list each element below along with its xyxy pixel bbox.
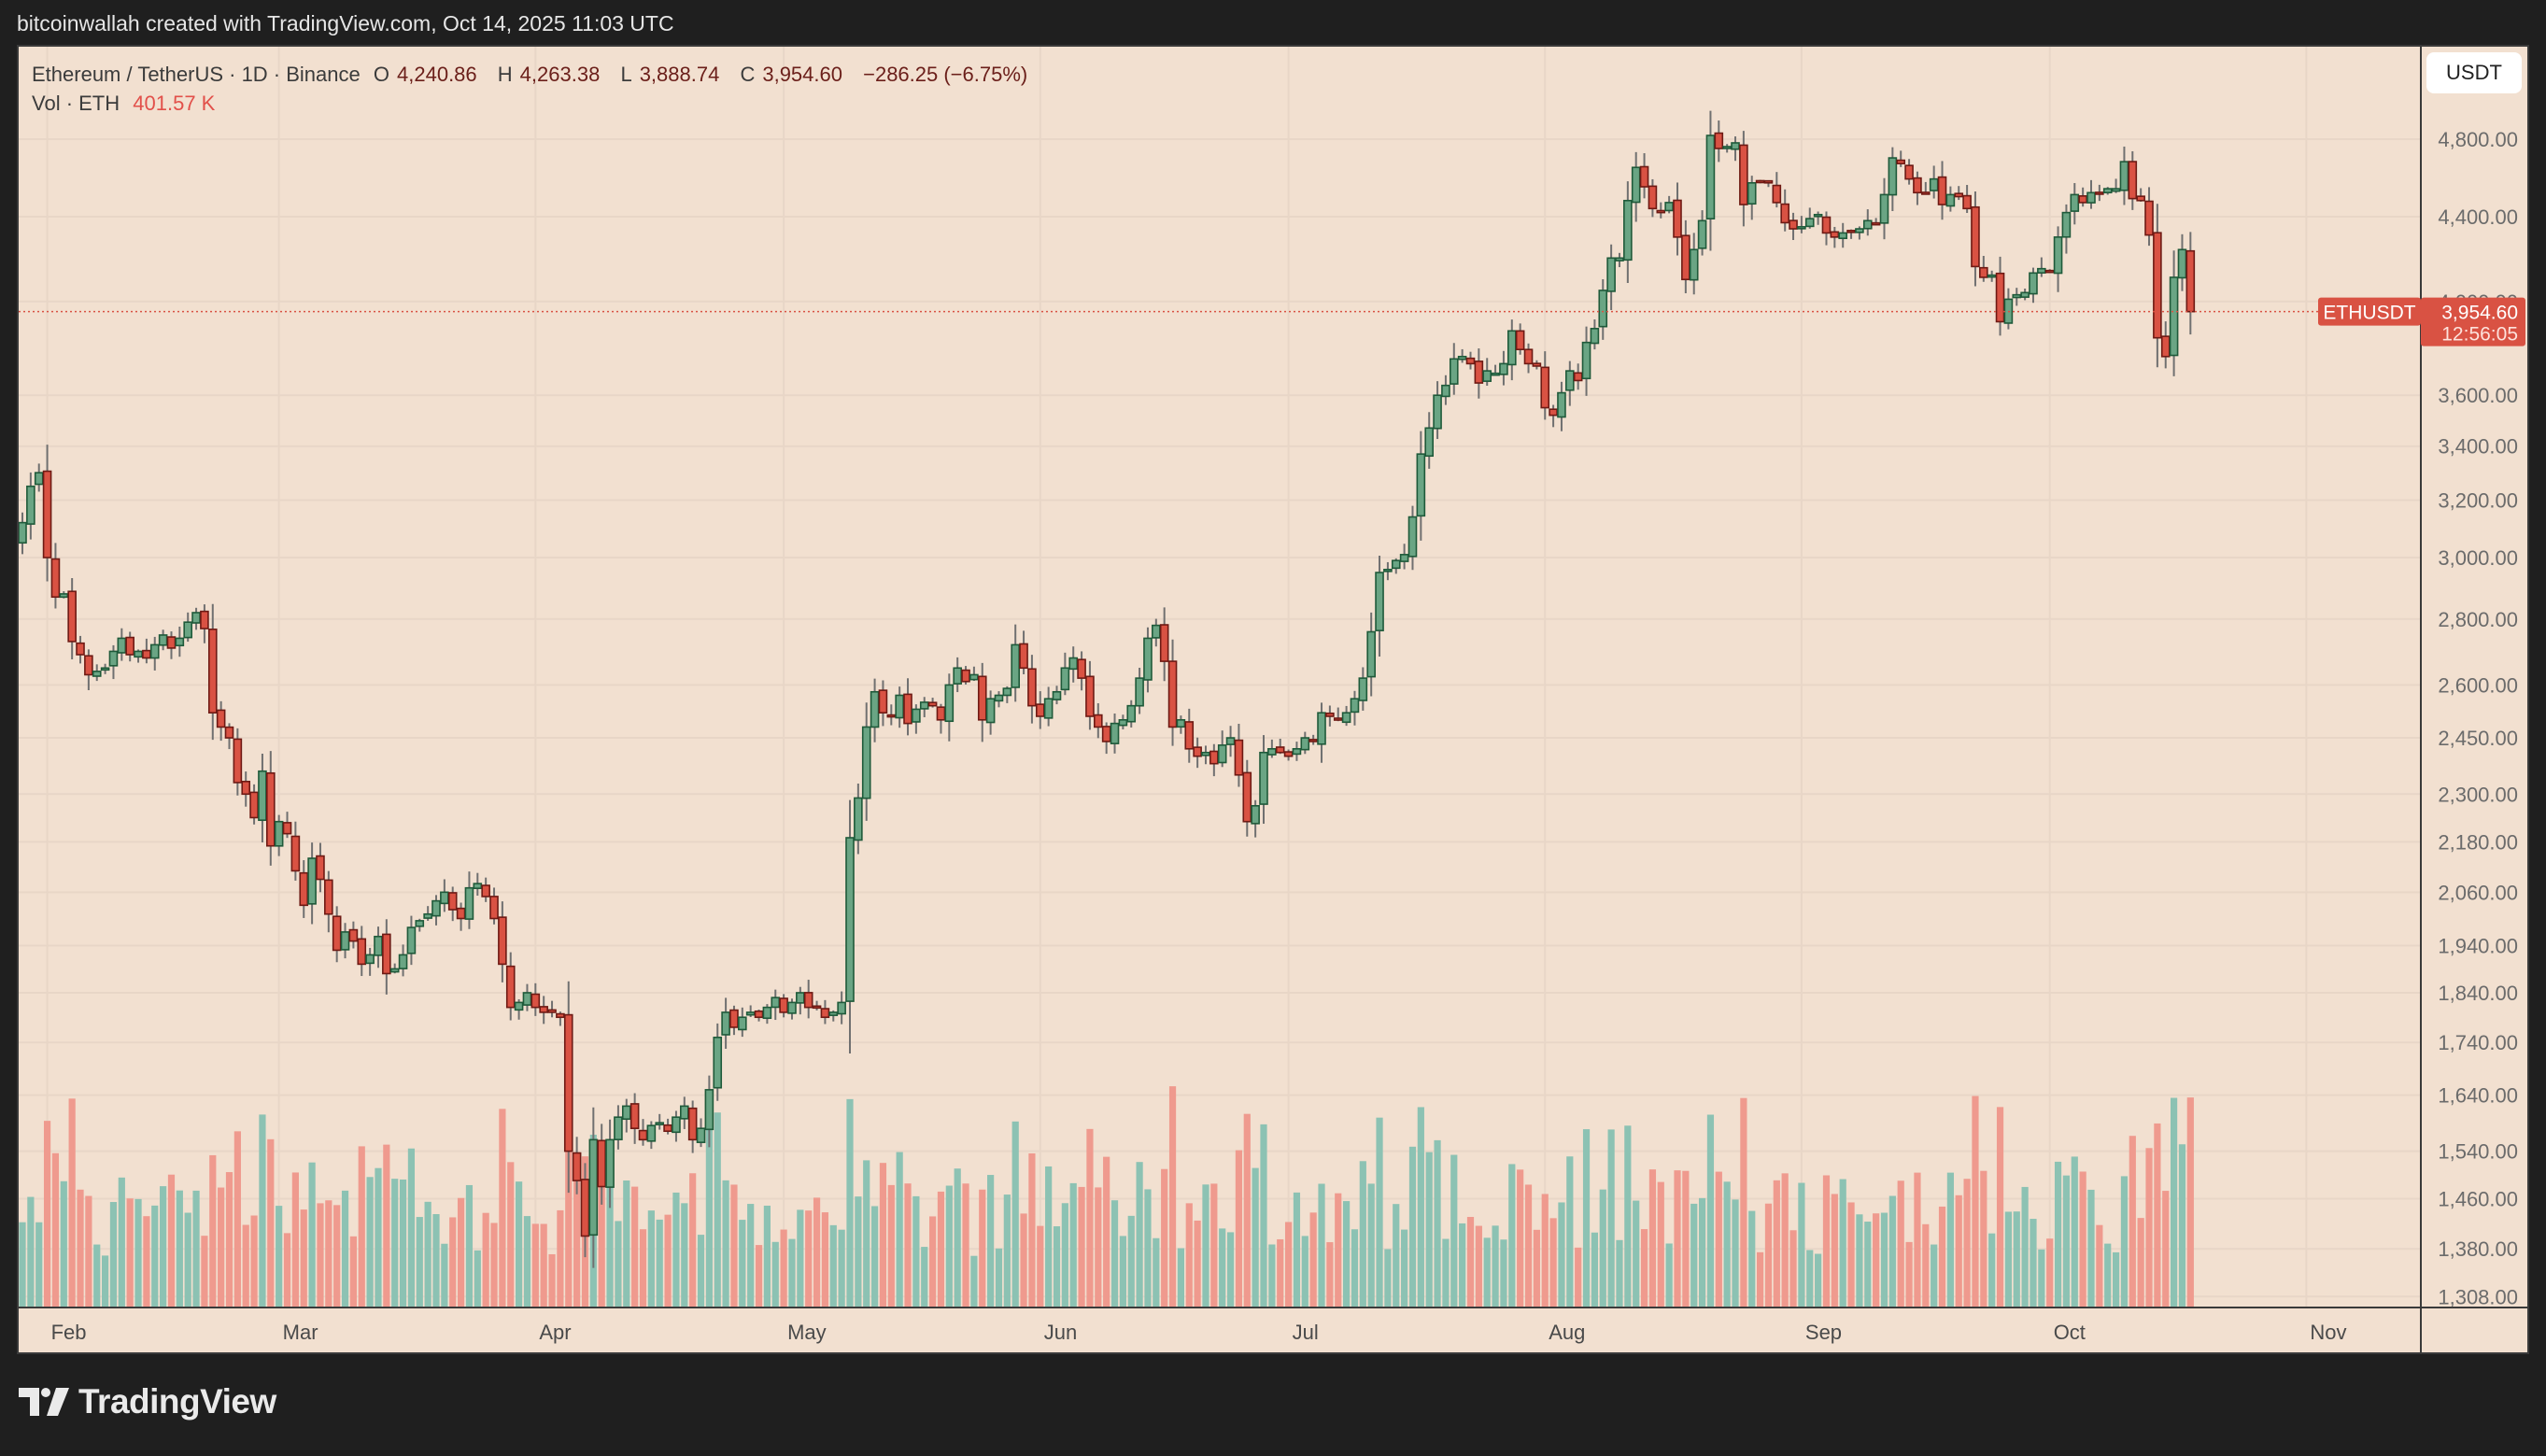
price-tick-label: 1,840.00 [2438, 982, 2518, 1005]
price-tick-label: 3,200.00 [2438, 488, 2518, 512]
price-tick-label: 4,800.00 [2438, 128, 2518, 151]
price-tick-label: 1,460.00 [2438, 1187, 2518, 1210]
price-tick-label: 2,180.00 [2438, 830, 2518, 854]
price-tick-label: 1,540.00 [2438, 1140, 2518, 1164]
price-tick-label: 3,000.00 [2438, 546, 2518, 570]
price-tick-label: 3,400.00 [2438, 435, 2518, 459]
month-tick-label: Nov [2310, 1321, 2346, 1344]
low-value: 3,888.74 [639, 63, 720, 86]
month-tick-label: Sep [1805, 1321, 1842, 1344]
volume-label[interactable]: Vol · ETH [32, 92, 120, 115]
change-value: −286.25 (−6.75%) [863, 63, 1028, 86]
open-value: 4,240.86 [397, 63, 477, 86]
month-tick-label: Apr [539, 1321, 571, 1344]
ohlc-row: Ethereum / TetherUS · 1D · Binance O 4,24… [32, 63, 1028, 86]
high-value: 4,263.38 [519, 63, 601, 86]
candlestick-chart[interactable]: 4,800.004,400.004,000.003,600.003,400.00… [19, 47, 2527, 1352]
price-tick-label: 2,060.00 [2438, 881, 2518, 904]
ticker-badge: ETHUSDT [2323, 303, 2415, 324]
tradingview-logo: TradingView [19, 1382, 276, 1421]
bar-countdown: 12:56:05 [2441, 324, 2518, 346]
tradingview-logo-text: TradingView [78, 1382, 276, 1421]
symbol-title[interactable]: Ethereum / TetherUS · 1D · Binance [32, 63, 361, 86]
price-tick-label: 1,740.00 [2438, 1031, 2518, 1054]
time-axis[interactable]: Feb Mar Apr May Jun Jul Aug Sep Oct Nov [51, 1321, 2347, 1344]
price-tick-label: 1,380.00 [2438, 1237, 2518, 1261]
month-tick-label: Mar [283, 1321, 318, 1344]
price-tick-label: 4,400.00 [2438, 205, 2518, 229]
price-tick-label: 3,600.00 [2438, 384, 2518, 407]
month-tick-label: May [787, 1321, 827, 1344]
chart-credit: bitcoinwallah created with TradingView.c… [17, 11, 674, 35]
volume-row: Vol · ETH 401.57 K [32, 89, 1035, 118]
price-tick-label: 1,640.00 [2438, 1084, 2518, 1108]
grid [19, 47, 2421, 1308]
tradingview-logo-icon [19, 1388, 69, 1416]
volume-value: 401.57 K [133, 92, 216, 115]
price-tick-label: 2,450.00 [2438, 727, 2518, 750]
candles [19, 110, 2196, 1268]
price-tick-label: 2,800.00 [2438, 608, 2518, 631]
currency-button[interactable]: USDT [2426, 52, 2522, 93]
price-tick-label: 2,300.00 [2438, 783, 2518, 806]
chart-panel[interactable]: 4,800.004,400.004,000.003,600.003,400.00… [17, 45, 2529, 1354]
month-tick-label: Oct [2054, 1321, 2086, 1344]
price-tick-label: 2,600.00 [2438, 673, 2518, 697]
volume-bars [19, 1086, 2194, 1308]
month-tick-label: Jun [1044, 1321, 1077, 1344]
price-tick-label: 1,308.00 [2438, 1285, 2518, 1308]
chart-legend: Ethereum / TetherUS · 1D · Binance O 4,24… [32, 60, 1035, 118]
last-price-value: 3,954.60 [2441, 303, 2518, 324]
close-value: 3,954.60 [762, 63, 842, 86]
price-tick-label: 1,940.00 [2438, 935, 2518, 958]
month-tick-label: Jul [1293, 1321, 1319, 1344]
month-tick-label: Feb [51, 1321, 87, 1344]
month-tick-label: Aug [1549, 1321, 1585, 1344]
